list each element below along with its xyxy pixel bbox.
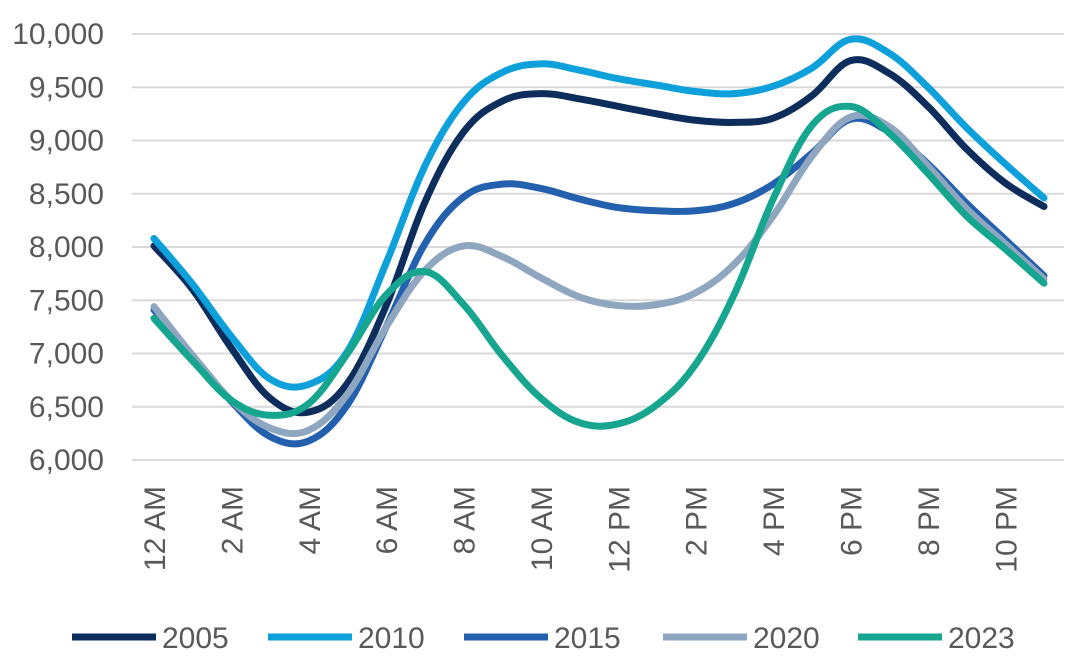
series-line-2010 — [150, 35, 1048, 391]
y-tick-label: 6,500 — [29, 391, 104, 424]
legend-label-2010: 2010 — [358, 622, 425, 655]
y-tick-label: 10,000 — [12, 18, 104, 51]
x-tick-label: 4 AM — [294, 486, 327, 554]
x-tick-label: 10 PM — [990, 486, 1023, 573]
legend-label-2015: 2015 — [554, 622, 621, 655]
series-line-2020 — [150, 111, 1048, 438]
legend-label-2023: 2023 — [948, 622, 1015, 655]
series-line-2005 — [150, 56, 1048, 417]
y-tick-label: 8,000 — [29, 231, 104, 264]
series-line-2023 — [150, 102, 1048, 430]
legend: 2005 2010 2015 2020 2023 — [72, 622, 1015, 655]
x-tick-label: 12 PM — [603, 486, 636, 573]
y-tick-label: 7,000 — [29, 338, 104, 371]
legend-label-2005: 2005 — [162, 622, 229, 655]
y-tick-label: 6,000 — [29, 444, 104, 477]
x-tick-label: 6 AM — [371, 486, 404, 554]
y-tick-label: 9,500 — [29, 71, 104, 104]
x-tick-label: 8 PM — [913, 486, 946, 556]
y-tick-label: 7,500 — [29, 284, 104, 317]
x-tick-label: 2 PM — [681, 486, 714, 556]
series-line-2015 — [150, 114, 1048, 448]
x-tick-label: 10 AM — [526, 486, 559, 571]
x-tick-label: 8 AM — [449, 486, 482, 554]
x-tick-label: 4 PM — [758, 486, 791, 556]
x-tick-label: 12 AM — [139, 486, 172, 571]
legend-label-2020: 2020 — [753, 622, 820, 655]
series-lines — [150, 35, 1048, 448]
x-axis-tick-labels: 12 AM 2 AM 4 AM 6 AM 8 AM 10 AM 12 PM 2 PM 4 PM 6… — [139, 486, 1023, 573]
y-axis-tick-labels: 6,000 6,500 7,000 7,500 8,000 8,500 9,000 9,500… — [12, 18, 104, 477]
y-tick-label: 8,500 — [29, 178, 104, 211]
x-tick-label: 6 PM — [836, 486, 869, 556]
x-tick-label: 2 AM — [216, 486, 249, 554]
y-tick-label: 9,000 — [29, 125, 104, 158]
